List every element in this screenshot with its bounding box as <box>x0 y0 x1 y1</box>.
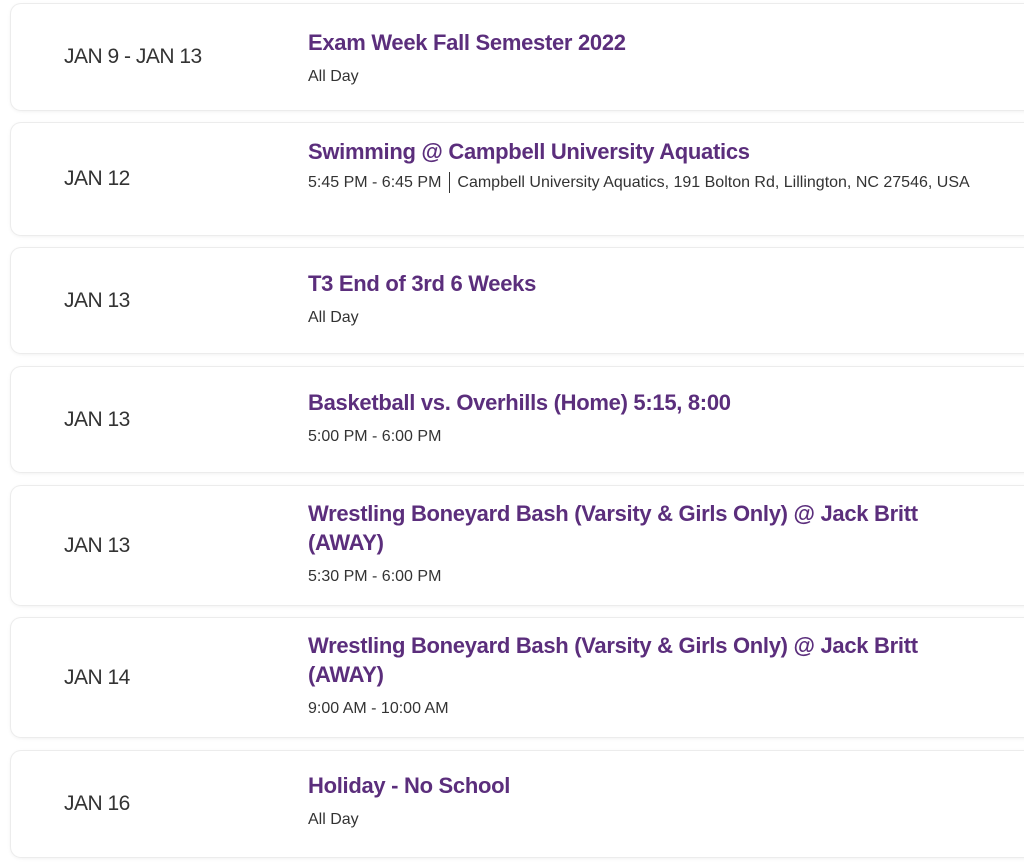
event-card[interactable]: JAN 16 Holiday - No School All Day <box>11 751 1024 857</box>
event-time: 5:45 PM - 6:45 PM <box>308 174 442 191</box>
event-title[interactable]: Wrestling Boneyard Bash (Varsity & Girls… <box>308 501 918 555</box>
event-title[interactable]: Holiday - No School <box>308 773 511 798</box>
event-date: JAN 13 <box>64 288 130 312</box>
event-card[interactable]: JAN 9 - JAN 13 Exam Week Fall Semester 2… <box>11 4 1024 110</box>
event-time: All Day <box>308 811 359 828</box>
event-date: JAN 16 <box>64 792 130 815</box>
event-time: All Day <box>308 309 359 326</box>
event-title[interactable]: T3 End of 3rd 6 Weeks <box>308 271 537 296</box>
event-time: All Day <box>308 68 359 85</box>
event-card[interactable]: JAN 13 Wrestling Boneyard Bash (Varsity … <box>11 486 1024 605</box>
event-title[interactable]: Swimming @ Campbell University Aquatics <box>308 139 750 164</box>
event-card[interactable]: JAN 12 Swimming @ Campbell University Aq… <box>11 123 1024 235</box>
event-time: 9:00 AM - 10:00 AM <box>308 700 449 717</box>
event-location: Campbell University Aquatics, 191 Bolton… <box>449 172 1001 193</box>
event-card[interactable]: JAN 13 T3 End of 3rd 6 Weeks All Day <box>11 248 1024 353</box>
event-date: JAN 13 <box>64 407 130 431</box>
event-title[interactable]: Basketball vs. Overhills (Home) 5:15, 8:… <box>308 390 731 415</box>
event-date: JAN 9 - JAN 13 <box>64 45 202 68</box>
event-card[interactable]: JAN 13 Basketball vs. Overhills (Home) 5… <box>11 367 1024 472</box>
event-time: 5:00 PM - 6:00 PM <box>308 428 442 445</box>
event-time: 5:30 PM - 6:00 PM <box>308 568 442 585</box>
event-card[interactable]: JAN 14 Wrestling Boneyard Bash (Varsity … <box>11 618 1024 737</box>
event-title[interactable]: Exam Week Fall Semester 2022 <box>308 30 626 55</box>
event-title[interactable]: Wrestling Boneyard Bash (Varsity & Girls… <box>308 633 918 687</box>
event-date: JAN 13 <box>64 533 130 557</box>
event-date: JAN 12 <box>64 167 130 190</box>
event-date: JAN 14 <box>64 665 130 689</box>
